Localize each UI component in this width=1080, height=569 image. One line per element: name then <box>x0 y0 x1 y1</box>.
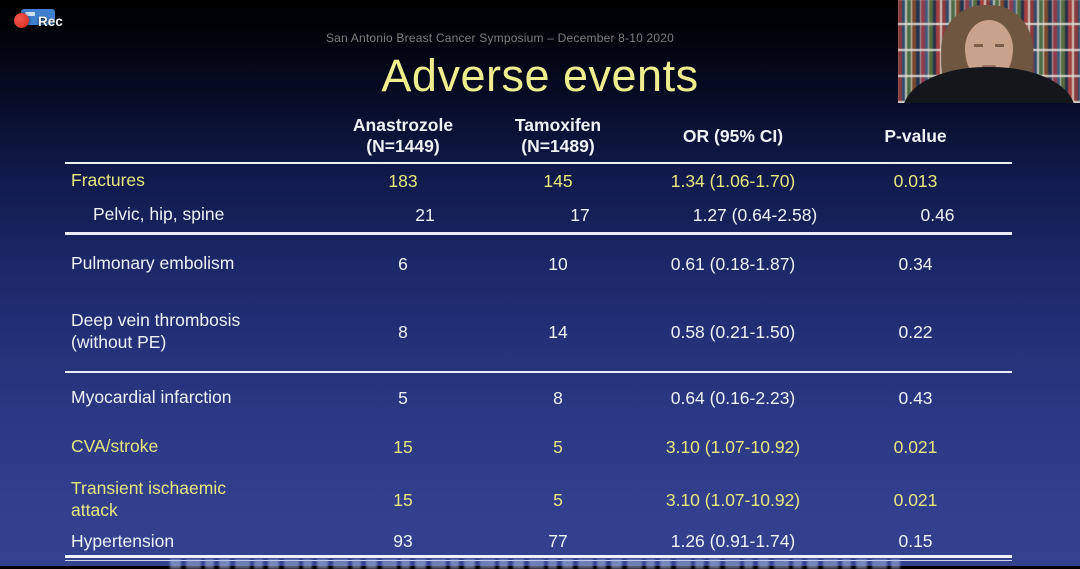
cell-or-ci: 3.10 (1.07-10.92) <box>665 489 801 510</box>
header-or-ci: OR (95% CI) <box>682 125 784 146</box>
cell-p-value: 0.34 <box>898 253 933 274</box>
cell-anastrozole: 15 <box>393 489 413 510</box>
cell-anastrozole: 8 <box>398 321 408 342</box>
header-anastrozole: Anastrozole (N=1449) <box>343 115 463 157</box>
cell-anastrozole: 5 <box>398 387 408 408</box>
row-label: Deep vein thrombosis (without PE) <box>71 310 241 352</box>
cell-or-ci: 0.64 (0.16-2.23) <box>670 387 796 408</box>
table-row-hypertension: Hypertension 93 77 1.26 (0.91-1.74) 0.15 <box>65 529 1012 554</box>
header-anastrozole-n: (N=1449) <box>366 136 440 156</box>
table-row-transient-ischaemic-attack: Transient ischaemic attack 15 5 3.10 (1.… <box>65 471 1012 529</box>
cell-tamoxifen: 145 <box>543 170 573 191</box>
header-tamoxifen-name: Tamoxifen <box>514 115 602 135</box>
adverse-events-table: Anastrozole (N=1449) Tamoxifen (N=1489) … <box>65 110 1012 561</box>
cell-or-ci: 1.34 (1.06-1.70) <box>670 170 796 191</box>
cell-tamoxifen: 77 <box>548 531 568 551</box>
table-row-pulmonary-embolism: Pulmonary embolism 6 10 0.61 (0.18-1.87)… <box>65 235 1012 293</box>
cell-p-value: 0.021 <box>893 489 938 510</box>
header-tamoxifen-n: (N=1489) <box>521 136 595 156</box>
row-label: Hypertension <box>71 530 175 551</box>
cell-p-value: 0.22 <box>898 321 933 342</box>
cell-or-ci: 3.10 (1.07-10.92) <box>665 436 801 457</box>
footnote-clipped-text <box>170 559 900 569</box>
table-row-pelvic-hip-spine: Pelvic, hip, spine 21 17 1.27 (0.64-2.58… <box>65 198 1012 232</box>
rec-label: Rec <box>38 14 63 29</box>
row-label: Myocardial infarction <box>71 387 232 408</box>
divider-under-header <box>65 162 1012 164</box>
table-row-myocardial-infarction: Myocardial infarction 5 8 0.64 (0.16-2.2… <box>65 373 1012 423</box>
speaker-webcam-tile[interactable] <box>898 0 1080 103</box>
row-label: Pelvic, hip, spine <box>93 204 225 225</box>
cell-or-ci: 1.26 (0.91-1.74) <box>670 531 796 551</box>
cell-tamoxifen: 10 <box>548 253 568 274</box>
cell-p-value: 0.15 <box>898 531 933 551</box>
cell-p-value: 0.021 <box>893 436 938 457</box>
header-p-value: P-value <box>884 125 947 146</box>
divider-section-1 <box>65 232 1012 235</box>
cell-p-value: 0.46 <box>920 204 955 225</box>
cell-anastrozole: 183 <box>388 170 418 191</box>
table-header-row: Anastrozole (N=1449) Tamoxifen (N=1489) … <box>65 110 1012 162</box>
cell-anastrozole: 21 <box>415 204 435 225</box>
cell-anastrozole: 6 <box>398 253 408 274</box>
cell-anastrozole: 93 <box>393 531 413 551</box>
record-dot-icon <box>14 13 29 28</box>
row-label: Pulmonary embolism <box>71 253 235 274</box>
cell-tamoxifen: 17 <box>570 204 590 225</box>
header-tamoxifen: Tamoxifen (N=1489) <box>463 115 653 157</box>
header-anastrozole-name: Anastrozole <box>352 115 454 135</box>
recording-indicator[interactable]: Rec <box>14 8 84 32</box>
cell-or-ci: 0.61 (0.18-1.87) <box>670 253 796 274</box>
row-label: Fractures <box>71 170 145 191</box>
row-label: CVA/stroke <box>71 436 159 457</box>
cell-tamoxifen: 5 <box>553 436 563 457</box>
conference-header: San Antonio Breast Cancer Symposium – De… <box>325 31 675 45</box>
table-row-cva-stroke: CVA/stroke 15 5 3.10 (1.07-10.92) 0.021 <box>65 423 1012 471</box>
row-label: Transient ischaemic attack <box>71 478 226 520</box>
cell-tamoxifen: 5 <box>553 489 563 510</box>
cell-p-value: 0.43 <box>898 387 933 408</box>
cell-anastrozole: 15 <box>393 436 413 457</box>
divider-section-2 <box>65 371 1012 373</box>
recorder-app-icon <box>21 9 55 25</box>
cell-or-ci: 1.27 (0.64-2.58) <box>692 204 818 225</box>
cell-tamoxifen: 8 <box>553 387 563 408</box>
table-row-fractures: Fractures 183 145 1.34 (1.06-1.70) 0.013 <box>65 164 1012 198</box>
cell-or-ci: 0.58 (0.21-1.50) <box>670 321 796 342</box>
table-row-deep-vein-thrombosis: Deep vein thrombosis (without PE) 8 14 0… <box>65 293 1012 371</box>
cell-tamoxifen: 14 <box>548 321 568 342</box>
cell-p-value: 0.013 <box>893 170 938 191</box>
slide-title: Adverse events <box>381 50 699 101</box>
